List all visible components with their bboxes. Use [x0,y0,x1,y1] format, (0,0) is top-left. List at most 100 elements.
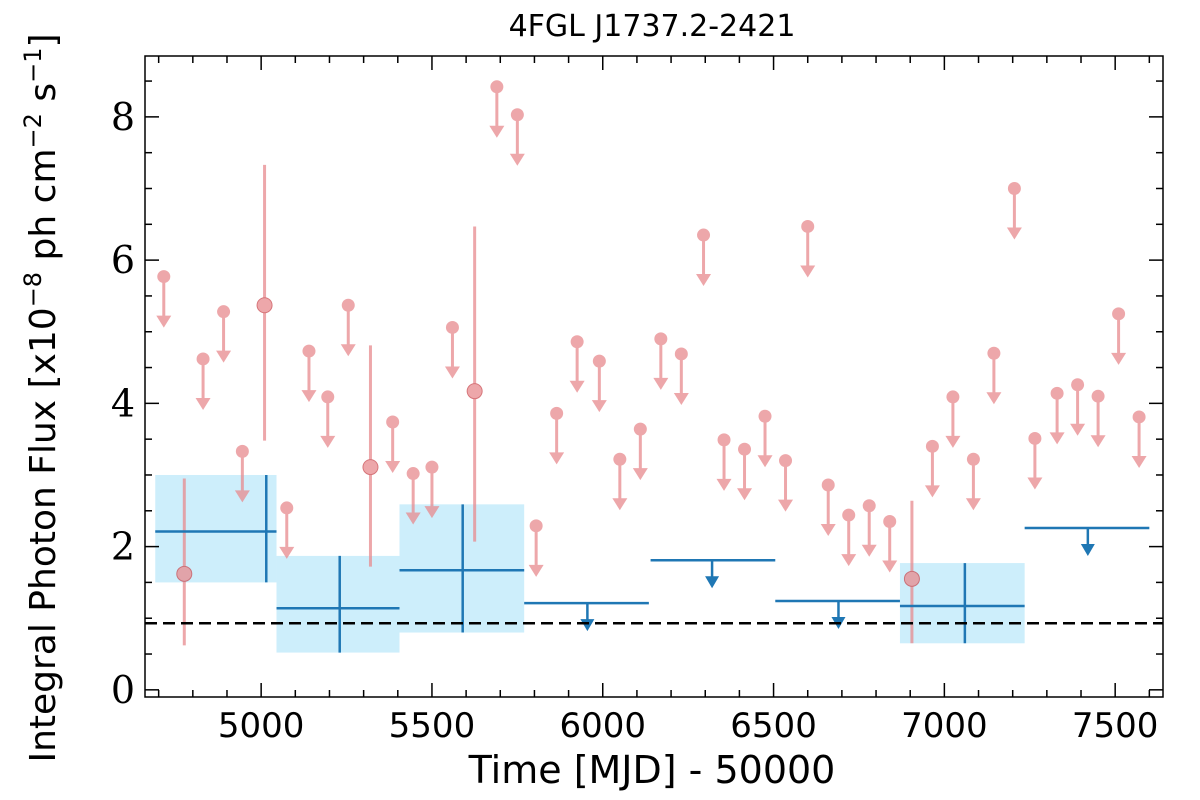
y-tick-label: 8 [111,95,135,139]
long-bin-points [155,474,1150,653]
upper-limit-arrowhead [340,344,356,357]
upper-limit-marker [758,409,772,423]
short-bin-detection [362,345,379,567]
short-bin-upper-limit [945,390,961,448]
upper-limit-arrowhead [1049,432,1065,445]
upper-limit-marker [1007,181,1021,195]
upper-limit-marker [966,452,980,466]
long-bin-detection [276,555,400,653]
upper-limit-arrowhead [234,490,250,503]
upper-limit-marker [1132,410,1146,424]
upper-limit-marker [842,508,856,522]
upper-limit-arrowhead [509,153,525,166]
upper-limit-arrowhead [549,452,565,465]
short-bin-upper-limit [924,439,940,498]
long-bin-limit-arrowhead [1080,543,1095,556]
upper-limit-arrowhead [737,488,753,501]
long-bin-error-box [899,563,1025,644]
upper-limit-arrowhead [986,392,1002,405]
short-bin-upper-limit [1027,431,1043,490]
long-bin-error-boxes [155,474,1025,653]
short-bin-upper-limit [234,444,250,503]
x-tick-label: 6500 [730,706,817,746]
upper-limit-marker [987,346,1001,360]
short-bin-upper-limit [424,460,440,519]
upper-limit-marker [1112,307,1126,321]
short-bin-detection [466,226,483,542]
upper-limit-arrowhead [882,560,898,573]
detection-marker [256,297,273,314]
upper-limit-marker [302,344,316,358]
upper-limit-arrowhead [385,460,401,473]
upper-limit-marker [550,406,564,420]
upper-limit-marker [925,439,939,453]
upper-limit-marker [386,415,400,429]
short-bin-upper-limit [632,422,648,481]
upper-limit-arrowhead [1111,352,1127,365]
short-bin-upper-limit [195,352,211,410]
short-bin-upper-limit [489,80,505,138]
upper-limit-marker [196,352,210,366]
x-tick-label: 7500 [1072,706,1159,746]
upper-limit-arrowhead [757,455,773,468]
short-bin-upper-limit [385,415,401,473]
short-bin-upper-limit [405,467,421,525]
long-bin-limit-arrowhead [705,576,720,589]
plot-axes: 5000 5500 6000 6500 7000 7500 0 2 4 6 8 [111,55,1164,746]
short-bin-upper-limit [1090,389,1106,448]
upper-limit-marker [862,499,876,513]
upper-limit-arrowhead [924,485,940,498]
upper-limit-marker [235,444,249,458]
upper-limit-arrowhead [945,435,961,448]
upper-limit-marker [445,320,459,334]
upper-limit-arrowhead [569,380,585,393]
detection-marker [176,565,193,582]
upper-limit-marker [613,452,627,466]
y-tick-label: 2 [111,525,135,569]
upper-limit-arrowhead [632,468,648,481]
upper-limit-marker [510,108,524,122]
upper-limit-marker [217,305,231,319]
short-bin-upper-limit [820,478,836,537]
upper-limit-arrowhead [279,546,295,559]
short-bin-upper-limit [340,298,356,357]
x-axis-label: Time [MJD] - 50000 [468,748,836,792]
long-bin-error-box [276,555,400,653]
short-bin-detection [903,500,920,644]
upper-limit-arrowhead [405,512,421,525]
upper-limit-marker [1071,378,1085,392]
short-bin-upper-limit [1070,378,1086,436]
upper-limit-marker [654,332,668,346]
short-bin-upper-limit [156,270,172,328]
short-bin-upper-limit [778,454,794,512]
upper-limit-marker [717,433,731,447]
y-tick-label: 4 [111,381,135,425]
y-tick-label: 6 [111,238,135,282]
upper-limit-marker [821,478,835,492]
upper-limit-arrowhead [820,524,836,537]
long-bin-error-box [155,474,277,583]
short-bin-upper-limit [800,219,816,278]
short-bin-upper-limit [591,354,607,413]
upper-limit-marker [779,454,793,468]
short-bin-upper-limit [444,320,460,379]
upper-limit-arrowhead [320,435,336,448]
y-axis-label: Integral Photon Flux [x10−8 ph cm−2 s−1] [19,33,64,762]
short-bin-upper-limit [320,390,336,448]
upper-limit-marker [738,442,752,456]
long-bin-limit-arrowhead [580,619,595,632]
short-bin-upper-limit [1111,307,1127,365]
long-bin-upper-limit [524,601,649,632]
short-bin-upper-limit [696,228,712,287]
x-tick-label: 5500 [389,706,476,746]
upper-limit-marker [946,390,960,404]
short-bin-detection [176,478,193,646]
upper-limit-arrowhead [800,265,816,278]
upper-limit-arrowhead [1006,227,1022,240]
upper-limit-marker [1028,431,1042,445]
upper-limit-arrowhead [1070,423,1086,436]
upper-limit-arrowhead [156,315,172,328]
short-bin-upper-limit [301,344,317,403]
upper-limit-arrowhead [653,377,669,390]
short-bin-upper-limit [528,519,544,577]
